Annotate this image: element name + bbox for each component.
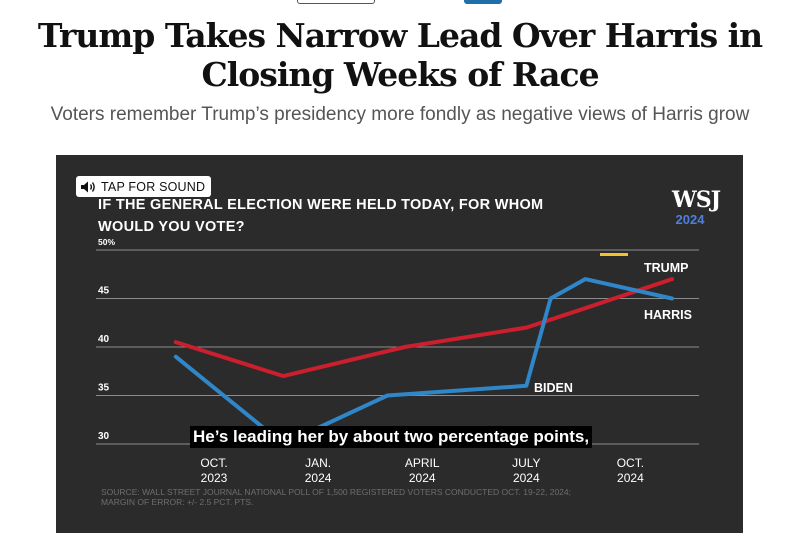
x-tick-label-year: 2023 <box>201 471 228 485</box>
series-label-harris: HARRIS <box>644 308 692 322</box>
wsj-2024-logo: 2024 <box>676 212 706 227</box>
top-nav-subscribe-button[interactable] <box>464 0 502 4</box>
chart-title-line-1: IF THE GENERAL ELECTION WERE HELD TODAY,… <box>98 197 543 213</box>
article-headline: Trump Takes Narrow Lead Over Harris in C… <box>37 16 763 94</box>
source-note-line-1: SOURCE: WALL STREET JOURNAL NATIONAL POL… <box>101 487 571 497</box>
x-axis-tick-labels: OCT.2023JAN.2024APRIL2024JULY2024OCT.202… <box>200 456 644 485</box>
video-caption: He’s leading her by about two percentage… <box>190 426 593 448</box>
source-note-line-2: MARGIN OF ERROR: +/- 2.5 PCT. PTS. <box>101 497 253 507</box>
y-tick-label: 35 <box>98 383 110 394</box>
y-tick-label: 30 <box>98 431 110 442</box>
chart-title-line-2: WOULD YOU VOTE? <box>98 219 245 235</box>
x-tick-label-month: JULY <box>512 456 540 470</box>
x-tick-label-month: APRIL <box>405 456 440 470</box>
video-player[interactable] <box>56 155 743 533</box>
series-line-trump <box>173 277 674 379</box>
top-nav-button[interactable] <box>297 0 375 4</box>
article-subhead: Voters remember Trump’s presidency more … <box>50 104 750 125</box>
series-label-trump: TRUMP <box>644 261 688 275</box>
y-axis-tick-labels: 30 35 40 45 50% <box>98 237 115 442</box>
y-tick-label: 50% <box>98 237 115 247</box>
series-line-biden <box>173 296 553 446</box>
speaker-icon <box>81 181 95 192</box>
x-tick-label-year: 2024 <box>617 471 644 485</box>
y-tick-label: 40 <box>98 334 110 345</box>
x-tick-label-month: OCT. <box>617 456 644 470</box>
x-tick-label-month: OCT. <box>200 456 227 470</box>
tap-for-sound-label: TAP FOR SOUND <box>101 179 206 194</box>
wsj-logo: WSJ <box>671 187 721 213</box>
x-tick-label-year: 2024 <box>305 471 332 485</box>
chart-series-lines <box>173 277 674 446</box>
series-labels: TRUMP HARRIS BIDEN <box>534 261 692 395</box>
x-tick-label-year: 2024 <box>513 471 540 485</box>
y-tick-label: 45 <box>98 286 110 297</box>
x-tick-label-year: 2024 <box>409 471 436 485</box>
x-tick-label-month: JAN. <box>305 456 331 470</box>
series-label-biden: BIDEN <box>534 381 573 395</box>
highlight-marker <box>600 253 628 256</box>
series-line-harris <box>548 277 674 301</box>
tap-for-sound-button[interactable]: TAP FOR SOUND <box>76 176 212 197</box>
